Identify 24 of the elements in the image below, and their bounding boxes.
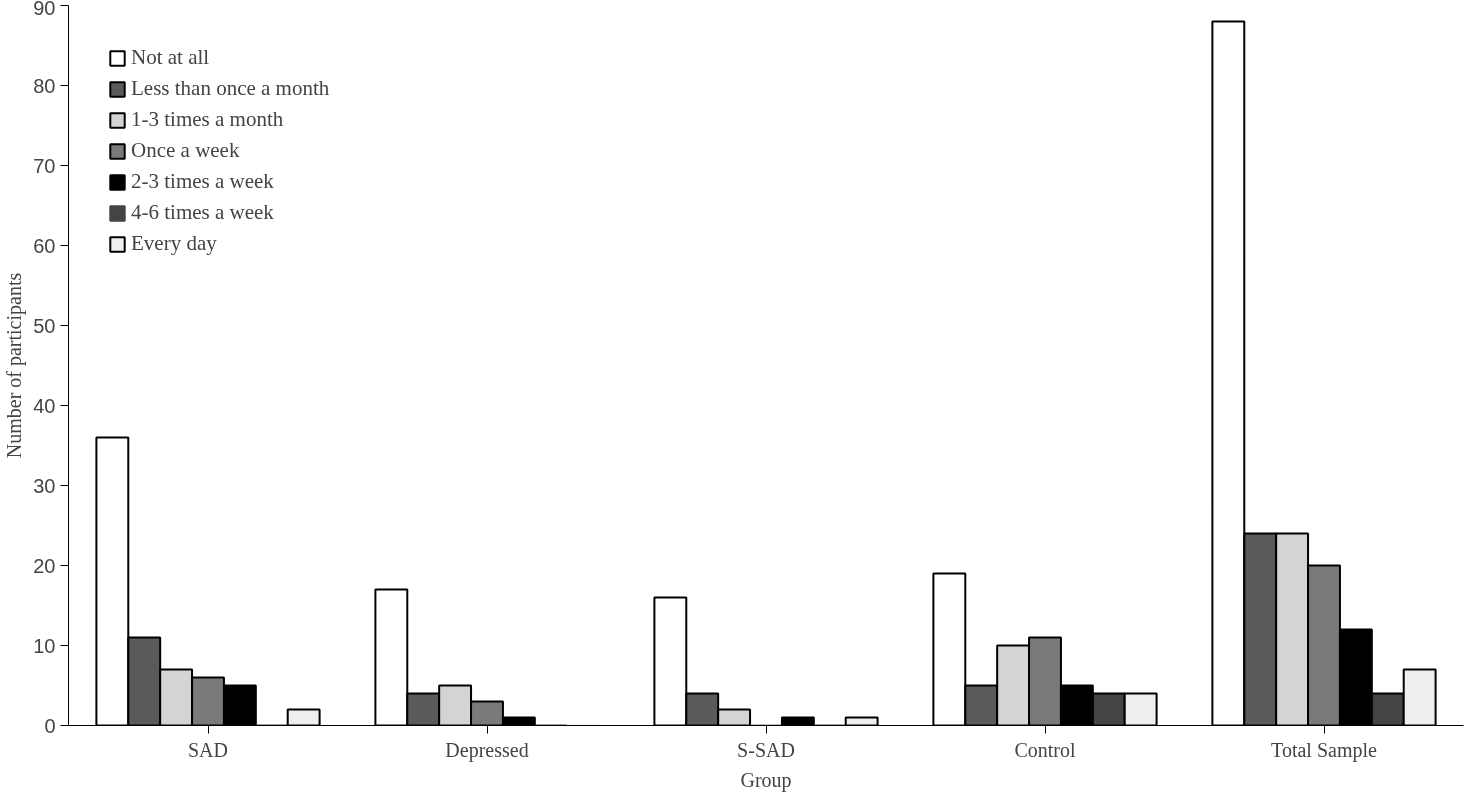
x-tick-label: Depressed: [445, 738, 529, 762]
y-tick-label: 10: [33, 634, 56, 657]
x-axis-title: Group: [740, 768, 792, 792]
y-tick-label: 30: [33, 474, 56, 497]
legend-label: Once a week: [131, 138, 240, 163]
y-tick-label: 50: [33, 314, 56, 337]
x-tick-label: Control: [1014, 738, 1076, 761]
legend-label: Not at all: [131, 45, 210, 70]
x-tick-label: S-SAD: [737, 738, 795, 761]
y-tick-label: 60: [33, 234, 56, 257]
x-tick-label: SAD: [188, 738, 229, 761]
y-tick-label: 20: [33, 554, 56, 577]
y-tick-label: 40: [33, 394, 56, 417]
legend-label: 4-6 times a week: [131, 200, 274, 225]
y-tick-label: 80: [33, 74, 56, 97]
legend-label: 1-3 times a month: [131, 107, 284, 132]
legend-label: Every day: [131, 231, 217, 256]
legend-label: Less than once a month: [131, 76, 330, 101]
x-tick-label: Total Sample: [1271, 738, 1378, 762]
y-tick-label: 0: [44, 714, 56, 737]
legend-label: 2-3 times a week: [131, 169, 274, 194]
y-tick-label: 70: [33, 154, 56, 177]
y-axis-title: Number of participants: [3, 272, 27, 459]
y-tick-label: 90: [33, 0, 56, 19]
